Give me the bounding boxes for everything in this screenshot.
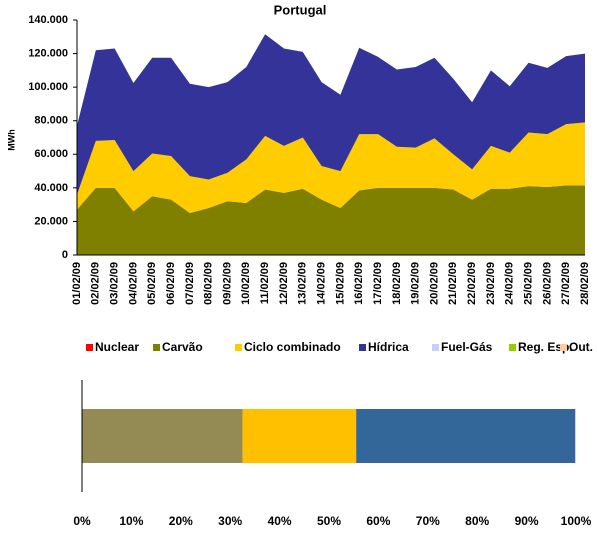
y-tick-label: 140.000 <box>28 14 68 26</box>
legend-label: Carvão <box>162 340 203 354</box>
x-tick-label: 24/02/09 <box>504 262 516 305</box>
y-tick-label: 40.000 <box>34 182 68 194</box>
area <box>77 34 585 195</box>
legend-swatch <box>432 344 439 351</box>
x-tick-label: 20/02/09 <box>428 262 440 305</box>
legend-label: Hídrica <box>368 340 409 354</box>
bar-segment <box>356 409 576 463</box>
y-axis-label: MWh <box>6 129 16 151</box>
legend-swatch <box>509 344 516 351</box>
legend-swatch <box>153 344 160 351</box>
bar-segment <box>242 409 357 463</box>
x-tick-label: 80% <box>465 514 489 528</box>
x-tick-label: 17/02/09 <box>372 262 384 305</box>
x-tick-label: 25/02/09 <box>522 262 534 305</box>
x-tick-label: 26/02/09 <box>541 262 553 305</box>
y-tick-label: 120.000 <box>28 47 68 59</box>
y-tick-label: 60.000 <box>34 148 68 160</box>
x-tick-label: 10/02/09 <box>240 262 252 305</box>
y-tick-label: 0 <box>62 249 68 261</box>
x-tick-label: 12/02/09 <box>278 262 290 305</box>
bar-segment <box>575 409 576 463</box>
x-tick-label: 70% <box>416 514 440 528</box>
x-tick-label: 18/02/09 <box>391 262 403 305</box>
x-tick-label: 40% <box>268 514 292 528</box>
x-tick-label: 50% <box>317 514 341 528</box>
x-tick-label: 15/02/09 <box>334 262 346 305</box>
x-tick-label: 02/02/09 <box>90 262 102 305</box>
x-tick-label: 21/02/09 <box>447 262 459 305</box>
y-tick-label: 100.000 <box>28 81 68 93</box>
legend-label: Ciclo combinado <box>244 340 341 354</box>
x-tick-label: 60% <box>366 514 390 528</box>
legend-label: Out. <box>569 340 593 354</box>
x-tick-label: 16/02/09 <box>353 262 365 305</box>
x-tick-label: 13/02/09 <box>297 262 309 305</box>
x-tick-label: 20% <box>169 514 193 528</box>
legend-label: Reg. Esp. <box>518 340 573 354</box>
x-tick-label: 0% <box>73 514 91 528</box>
legend-swatch <box>359 344 366 351</box>
x-tick-label: 30% <box>218 514 242 528</box>
x-tick-label: 01/02/09 <box>71 262 83 305</box>
area <box>77 122 585 214</box>
chart-title: Portugal <box>274 2 327 17</box>
x-tick-label: 06/02/09 <box>165 262 177 305</box>
x-tick-label: 05/02/09 <box>146 262 158 305</box>
x-tick-label: 28/02/09 <box>579 262 591 305</box>
x-tick-label: 100% <box>561 514 592 528</box>
x-tick-label: 10% <box>119 514 143 528</box>
area <box>77 185 585 255</box>
x-tick-label: 07/02/09 <box>184 262 196 305</box>
x-tick-label: 27/02/09 <box>560 262 572 305</box>
x-tick-label: 22/02/09 <box>466 262 478 305</box>
legend-swatch <box>235 344 242 351</box>
legend-swatch <box>86 344 93 351</box>
legend-swatch <box>560 344 567 351</box>
x-tick-label: 09/02/09 <box>221 262 233 305</box>
x-tick-label: 23/02/09 <box>485 262 497 305</box>
legend-label: Nuclear <box>95 340 139 354</box>
bar-segment <box>82 409 243 463</box>
x-tick-label: 08/02/09 <box>203 262 215 305</box>
legend-label: Fuel-Gás <box>441 340 493 354</box>
y-tick-label: 20.000 <box>34 215 68 227</box>
x-tick-label: 03/02/09 <box>109 262 121 305</box>
x-tick-label: 90% <box>515 514 539 528</box>
x-tick-label: 11/02/09 <box>259 262 271 304</box>
x-tick-label: 04/02/09 <box>127 262 139 305</box>
x-tick-label: 19/02/09 <box>410 262 422 305</box>
x-tick-label: 14/02/09 <box>315 262 327 305</box>
y-tick-label: 80.000 <box>34 115 68 127</box>
